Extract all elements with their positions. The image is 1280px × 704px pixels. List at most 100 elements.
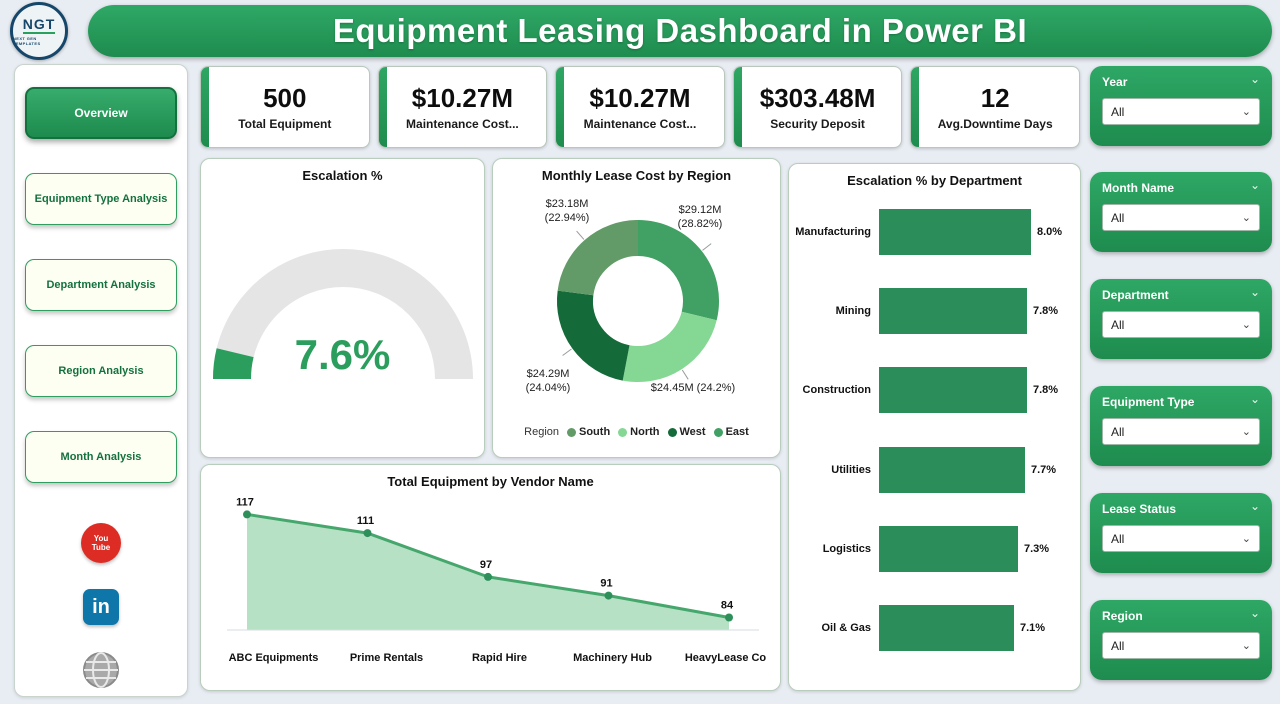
filter-region: Region ⌄ All ⌄ [1090, 600, 1272, 680]
social-links: You Tube in [81, 523, 121, 689]
legend-label: South [579, 426, 611, 438]
data-point[interactable] [243, 510, 251, 519]
gauge-value: 7.6% [294, 331, 391, 378]
point-value-label: 91 [600, 578, 612, 590]
kpi-maintenance-cost-1: $10.27M Maintenance Cost... [377, 66, 548, 148]
data-point[interactable] [725, 613, 733, 622]
logo-text: NGT [22, 15, 56, 34]
donut-slice-south[interactable] [557, 220, 639, 297]
vendor-line-chart[interactable]: 117 111 97 91 84 [209, 489, 774, 647]
bar[interactable] [879, 446, 1025, 493]
donut-slice-east[interactable] [637, 220, 719, 321]
kpi-total-equipment: 500 Total Equipment [200, 66, 370, 148]
chevron-down-icon: ⌄ [1241, 106, 1251, 118]
bar[interactable] [879, 367, 1027, 414]
bar[interactable] [879, 525, 1018, 572]
bar-category-label: Construction [802, 384, 871, 397]
ngt-logo: NGT NEXT GEN TEMPLATES [10, 2, 68, 60]
month-name-filter-dropdown[interactable]: All ⌄ [1102, 204, 1260, 231]
bar[interactable] [879, 208, 1031, 255]
nav-department-analysis[interactable]: Department Analysis [25, 259, 177, 311]
legend-item-west[interactable]: West [667, 426, 706, 438]
vendor-axis: ABC Equipments Prime Rentals Rapid Hire Mac… [217, 652, 782, 664]
filter-lease-status: Lease Status ⌄ All ⌄ [1090, 493, 1272, 573]
donut-slice-west[interactable] [557, 290, 631, 381]
bar-category-label: Oil & Gas [821, 622, 871, 635]
line-title: Total Equipment by Vendor Name [387, 474, 594, 489]
nav-overview[interactable]: Overview [25, 87, 177, 139]
point-value-label: 117 [236, 496, 254, 508]
bar[interactable] [879, 605, 1014, 652]
bar-value-label: 7.1% [1020, 622, 1046, 635]
gauge-chart[interactable] [201, 183, 486, 415]
linkedin-icon[interactable]: in [83, 589, 119, 625]
data-point[interactable] [604, 591, 613, 600]
bar-row: Manufacturing 8.0% [795, 208, 1070, 255]
data-point[interactable] [363, 529, 372, 538]
chevron-down-icon: ⌄ [1241, 319, 1251, 331]
bar-row: Construction 7.8% [795, 367, 1070, 414]
youtube-icon[interactable]: You Tube [81, 523, 121, 563]
header-banner: Equipment Leasing Dashboard in Power BI [88, 5, 1272, 57]
escalation-gauge-card: Escalation % 7.6% [200, 158, 485, 458]
bar-track: 7.8% [879, 287, 1070, 334]
chevron-down-icon[interactable]: ⌄ [1249, 606, 1260, 620]
legend-title: Region [524, 426, 559, 438]
dept-bars: Manufacturing 8.0% Mining 7.8% Construction 7… [789, 188, 1080, 674]
bar-category-label: Utilities [831, 463, 871, 476]
legend-item-south[interactable]: South [567, 426, 610, 438]
chevron-down-icon[interactable]: ⌄ [1249, 392, 1260, 406]
legend-label: West [679, 426, 706, 438]
equipment-by-vendor-card: Total Equipment by Vendor Name 117 111 97 9… [200, 464, 781, 691]
nav-region-analysis[interactable]: Region Analysis [25, 345, 177, 397]
bar-row: Oil & Gas 7.1% [795, 605, 1070, 652]
label-leader-line [576, 230, 585, 240]
point-value-label: 97 [480, 559, 492, 571]
bar-track: 7.3% [879, 525, 1070, 572]
filter-month-name: Month Name ⌄ All ⌄ [1090, 172, 1272, 252]
legend-dot [713, 427, 723, 437]
filter-department: Department ⌄ All ⌄ [1090, 279, 1272, 359]
data-point[interactable] [484, 572, 492, 581]
donut-label: $23.18M (22.94%) [545, 198, 590, 224]
lease-status-filter-dropdown[interactable]: All ⌄ [1102, 525, 1260, 552]
bar-track: 7.8% [879, 367, 1070, 414]
bar-value-label: 7.7% [1031, 463, 1057, 476]
legend-item-east[interactable]: East [713, 426, 749, 438]
nav-equipment-type-analysis[interactable]: Equipment Type Analysis [25, 173, 177, 225]
equipment-type-filter-dropdown[interactable]: All ⌄ [1102, 418, 1260, 445]
bar-value-label: 7.8% [1033, 384, 1059, 397]
bar-track: 7.1% [879, 605, 1070, 652]
legend-item-north[interactable]: North [618, 426, 660, 438]
bar-value-label: 7.3% [1024, 542, 1050, 555]
vendor-axis-label: Prime Rentals [349, 652, 424, 664]
bar-row: Logistics 7.3% [795, 525, 1070, 572]
bar-track: 7.7% [879, 446, 1070, 493]
label-leader-line [702, 243, 712, 251]
label-leader-line [562, 348, 572, 356]
kpi-avg-downtime-days: 12 Avg.Downtime Days [910, 66, 1080, 148]
nav-month-analysis[interactable]: Month Analysis [25, 431, 177, 483]
globe-icon[interactable] [82, 651, 120, 689]
legend-dot [667, 427, 677, 437]
donut-label: $24.45M (24.2%) [651, 382, 735, 394]
label-leader-line [681, 369, 689, 380]
chevron-down-icon[interactable]: ⌄ [1249, 178, 1260, 192]
page-title: Equipment Leasing Dashboard in Power BI [332, 12, 1028, 49]
donut-chart[interactable]: $29.12M (28.82%) $24.45M (24.2%) $24.29M (24… [493, 183, 782, 419]
filter-year: Year ⌄ All ⌄ [1090, 66, 1272, 146]
year-filter-dropdown[interactable]: All ⌄ [1102, 98, 1260, 125]
chevron-down-icon[interactable]: ⌄ [1249, 72, 1260, 86]
chevron-down-icon[interactable]: ⌄ [1249, 285, 1260, 299]
bar-row: Mining 7.8% [795, 287, 1070, 334]
donut-slice-north[interactable] [622, 310, 717, 383]
region-filter-dropdown[interactable]: All ⌄ [1102, 632, 1260, 659]
bar-value-label: 8.0% [1037, 225, 1063, 238]
bar[interactable] [879, 287, 1027, 334]
chevron-down-icon[interactable]: ⌄ [1249, 499, 1260, 513]
legend-label: East [725, 426, 749, 438]
bars-title: Escalation % by Department [847, 173, 1022, 188]
bar-track: 8.0% [879, 208, 1070, 255]
department-filter-dropdown[interactable]: All ⌄ [1102, 311, 1260, 338]
